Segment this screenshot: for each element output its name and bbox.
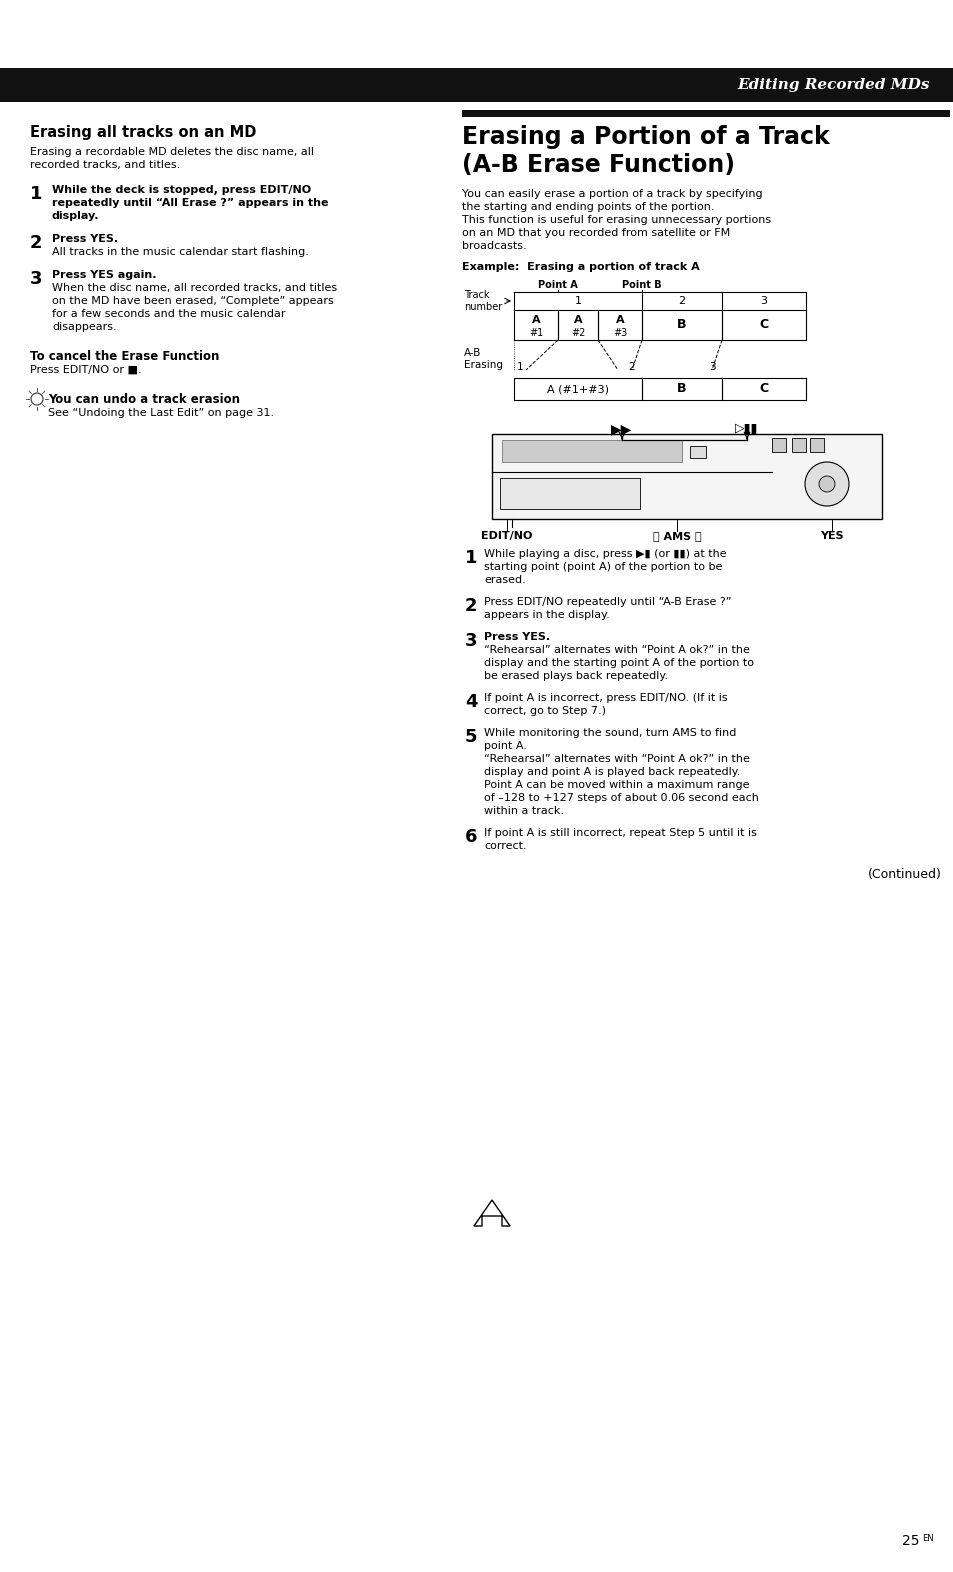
Text: 1: 1 [574, 296, 581, 307]
Bar [461, 110, 949, 116]
Bar [771, 439, 785, 453]
Text: display.: display. [52, 211, 99, 222]
Text: 5: 5 [464, 728, 477, 747]
Text: correct.: correct. [483, 841, 526, 850]
Text: point A.: point A. [483, 740, 526, 751]
Text: EN: EN [921, 1534, 933, 1544]
Text: ▷▮▮: ▷▮▮ [735, 421, 758, 435]
Text: 3: 3 [708, 362, 715, 373]
Text: recorded tracks, and titles.: recorded tracks, and titles. [30, 160, 180, 170]
Text: starting point (point A) of the portion to be: starting point (point A) of the portion … [483, 563, 721, 572]
Text: #1: #1 [528, 329, 542, 338]
Text: While the deck is stopped, press EDIT/NO: While the deck is stopped, press EDIT/NO [52, 185, 311, 195]
Text: When the disc name, all recorded tracks, and titles: When the disc name, all recorded tracks,… [52, 283, 336, 292]
Text: A (#1+#3): A (#1+#3) [546, 384, 608, 395]
Text: C: C [759, 382, 768, 396]
Text: ▶▶: ▶▶ [611, 421, 632, 435]
Text: for a few seconds and the music calendar: for a few seconds and the music calendar [52, 310, 285, 319]
Text: #2: #2 [570, 329, 584, 338]
Text: 2: 2 [30, 234, 43, 252]
Bar [501, 440, 681, 462]
Circle shape [818, 476, 834, 492]
Text: “Rehearsal” alternates with “Point A ok?” in the: “Rehearsal” alternates with “Point A ok?… [483, 645, 749, 656]
Polygon shape [474, 1199, 510, 1226]
Text: “Rehearsal” alternates with “Point A ok?” in the: “Rehearsal” alternates with “Point A ok?… [483, 755, 749, 764]
Text: 3: 3 [30, 270, 43, 288]
Text: YES: YES [820, 531, 842, 541]
Bar [809, 439, 823, 453]
Text: Example:  Erasing a portion of track A: Example: Erasing a portion of track A [461, 263, 699, 272]
Text: Erasing a recordable MD deletes the disc name, all: Erasing a recordable MD deletes the disc… [30, 148, 314, 157]
Text: See “Undoing the Last Edit” on page 31.: See “Undoing the Last Edit” on page 31. [48, 409, 274, 418]
Text: A: A [615, 314, 623, 325]
Text: appears in the display.: appears in the display. [483, 610, 609, 619]
Text: If point A is still incorrect, repeat Step 5 until it is: If point A is still incorrect, repeat St… [483, 828, 756, 838]
Text: ⏮ AMS ⏭: ⏮ AMS ⏭ [652, 531, 700, 541]
Text: Point A: Point A [537, 280, 578, 289]
Text: Press YES.: Press YES. [52, 234, 118, 244]
Text: be erased plays back repeatedly.: be erased plays back repeatedly. [483, 671, 667, 681]
Text: 2: 2 [628, 362, 635, 373]
Text: Erasing: Erasing [463, 360, 502, 369]
Text: All tracks in the music calendar start flashing.: All tracks in the music calendar start f… [52, 247, 309, 256]
Bar [492, 434, 882, 519]
Text: Press EDIT/NO or ■.: Press EDIT/NO or ■. [30, 365, 141, 376]
Text: of –128 to +127 steps of about 0.06 second each: of –128 to +127 steps of about 0.06 seco… [483, 792, 758, 803]
Text: 1: 1 [30, 185, 43, 203]
Text: Erasing a Portion of a Track: Erasing a Portion of a Track [461, 126, 829, 149]
Bar [499, 478, 639, 509]
Text: This function is useful for erasing unnecessary portions: This function is useful for erasing unne… [461, 215, 770, 225]
Bar [689, 446, 705, 457]
Text: disappears.: disappears. [52, 322, 116, 332]
Text: 1: 1 [517, 362, 523, 373]
Text: Point B: Point B [621, 280, 661, 289]
Text: Press YES again.: Press YES again. [52, 270, 156, 280]
Text: the starting and ending points of the portion.: the starting and ending points of the po… [461, 201, 714, 212]
Text: B: B [677, 319, 686, 332]
Text: You can easily erase a portion of a track by specifying: You can easily erase a portion of a trac… [461, 189, 761, 200]
Text: 4: 4 [464, 693, 477, 711]
Text: broadcasts.: broadcasts. [461, 241, 526, 252]
Text: repeatedly until “All Erase ?” appears in the: repeatedly until “All Erase ?” appears i… [52, 198, 328, 208]
Bar [0, 68, 953, 102]
Text: While playing a disc, press ▶▮ (or ▮▮) at the: While playing a disc, press ▶▮ (or ▮▮) a… [483, 549, 726, 560]
Text: on the MD have been erased, “Complete” appears: on the MD have been erased, “Complete” a… [52, 296, 334, 307]
Text: #3: #3 [612, 329, 626, 338]
Text: A: A [573, 314, 581, 325]
Bar [791, 439, 805, 453]
Text: on an MD that you recorded from satellite or FM: on an MD that you recorded from satellit… [461, 228, 729, 237]
Text: You can undo a track erasion: You can undo a track erasion [48, 393, 240, 406]
Text: A-B: A-B [463, 347, 481, 358]
Text: Track
number: Track number [463, 291, 501, 311]
Text: C: C [759, 319, 768, 332]
Circle shape [804, 462, 848, 506]
Text: A: A [531, 314, 539, 325]
Text: display and the starting point A of the portion to: display and the starting point A of the … [483, 659, 753, 668]
Text: If point A is incorrect, press EDIT/NO. (If it is: If point A is incorrect, press EDIT/NO. … [483, 693, 727, 703]
Text: Erasing all tracks on an MD: Erasing all tracks on an MD [30, 126, 256, 140]
Text: Editing Recorded MDs: Editing Recorded MDs [737, 79, 929, 93]
Text: (Continued): (Continued) [867, 868, 941, 880]
Text: (A-B Erase Function): (A-B Erase Function) [461, 152, 734, 178]
Text: 1: 1 [464, 549, 477, 567]
Text: 6: 6 [464, 828, 477, 846]
Text: display and point A is played back repeatedly.: display and point A is played back repea… [483, 767, 740, 777]
Text: erased.: erased. [483, 575, 525, 585]
Text: 25: 25 [902, 1534, 919, 1548]
Text: To cancel the Erase Function: To cancel the Erase Function [30, 351, 219, 363]
Text: Press YES.: Press YES. [483, 632, 550, 641]
Text: While monitoring the sound, turn AMS to find: While monitoring the sound, turn AMS to … [483, 728, 736, 737]
Text: correct, go to Step 7.): correct, go to Step 7.) [483, 706, 605, 715]
Text: 3: 3 [464, 632, 477, 649]
Text: 2: 2 [678, 296, 685, 307]
Text: Point A can be moved within a maximum range: Point A can be moved within a maximum ra… [483, 780, 749, 791]
Text: 3: 3 [760, 296, 767, 307]
Text: Press EDIT/NO repeatedly until “A-B Erase ?”: Press EDIT/NO repeatedly until “A-B Eras… [483, 597, 731, 607]
Text: EDIT/NO: EDIT/NO [481, 531, 532, 541]
Text: 2: 2 [464, 597, 477, 615]
Text: B: B [677, 382, 686, 396]
Text: within a track.: within a track. [483, 806, 563, 816]
